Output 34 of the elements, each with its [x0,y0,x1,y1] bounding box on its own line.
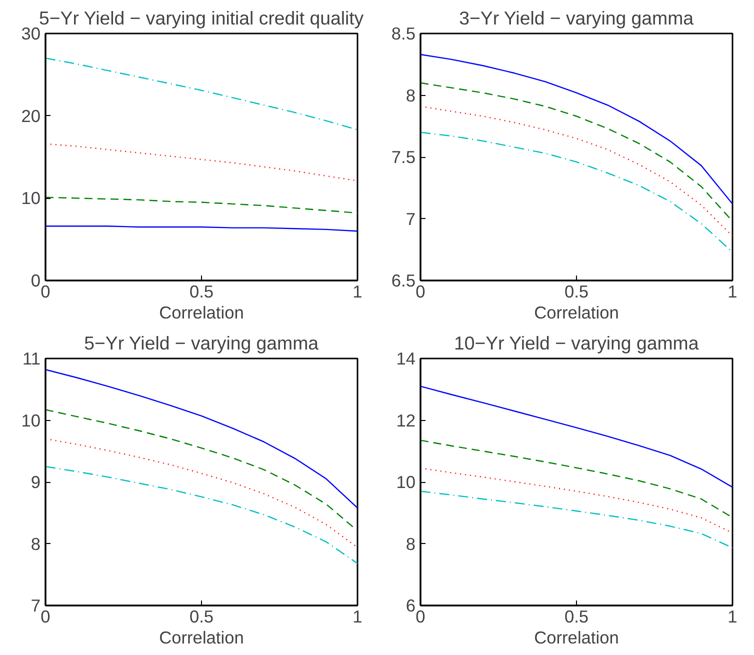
x-axis-title: Correlation [534,302,619,322]
chart-title: 10−Yr Yield − varying gamma [454,332,700,354]
y-tick-label: 11 [22,348,41,368]
y-tick-label: 30 [21,24,41,44]
y-tick-label: 9 [30,472,41,492]
y-tick-label: 10 [21,410,41,430]
x-axis-title: Correlation [534,628,619,648]
y-tick-label: 8 [406,85,416,106]
x-tick-label: 0.5 [564,606,589,626]
x-tick-label: 1 [728,606,738,626]
x-tick-label: 0.5 [189,282,214,302]
x-axis-title: Correlation [159,628,244,648]
x-tick-label: 0.5 [564,282,589,302]
x-tick-label: 1 [352,606,362,626]
chart-title: 5−Yr Yield − varying initial credit quality [39,8,364,28]
y-tick-label: 6.5 [391,270,416,290]
x-tick-label: 1 [728,282,738,302]
y-tick-label: 8.5 [391,24,416,44]
y-tick-label: 12 [396,410,416,430]
y-tick-label: 7.5 [391,147,416,167]
x-tick-label: 0.5 [189,606,214,626]
y-tick-label: 8 [406,534,416,554]
x-tick-label: 1 [352,282,362,302]
y-tick-label: 20 [21,106,41,126]
y-tick-label: 14 [396,348,416,368]
y-tick-label: 10 [21,188,41,208]
y-tick-label: 7 [406,208,416,229]
y-tick-label: 10 [396,472,416,492]
chart-title: 5−Yr Yield − varying gamma [84,332,320,354]
y-tick-label: 6 [406,596,416,616]
chart-title: 3−Yr Yield − varying gamma [459,8,694,28]
x-axis-title: Correlation [159,302,244,322]
y-tick-label: 7 [30,596,41,616]
y-tick-label: 8 [30,534,41,554]
